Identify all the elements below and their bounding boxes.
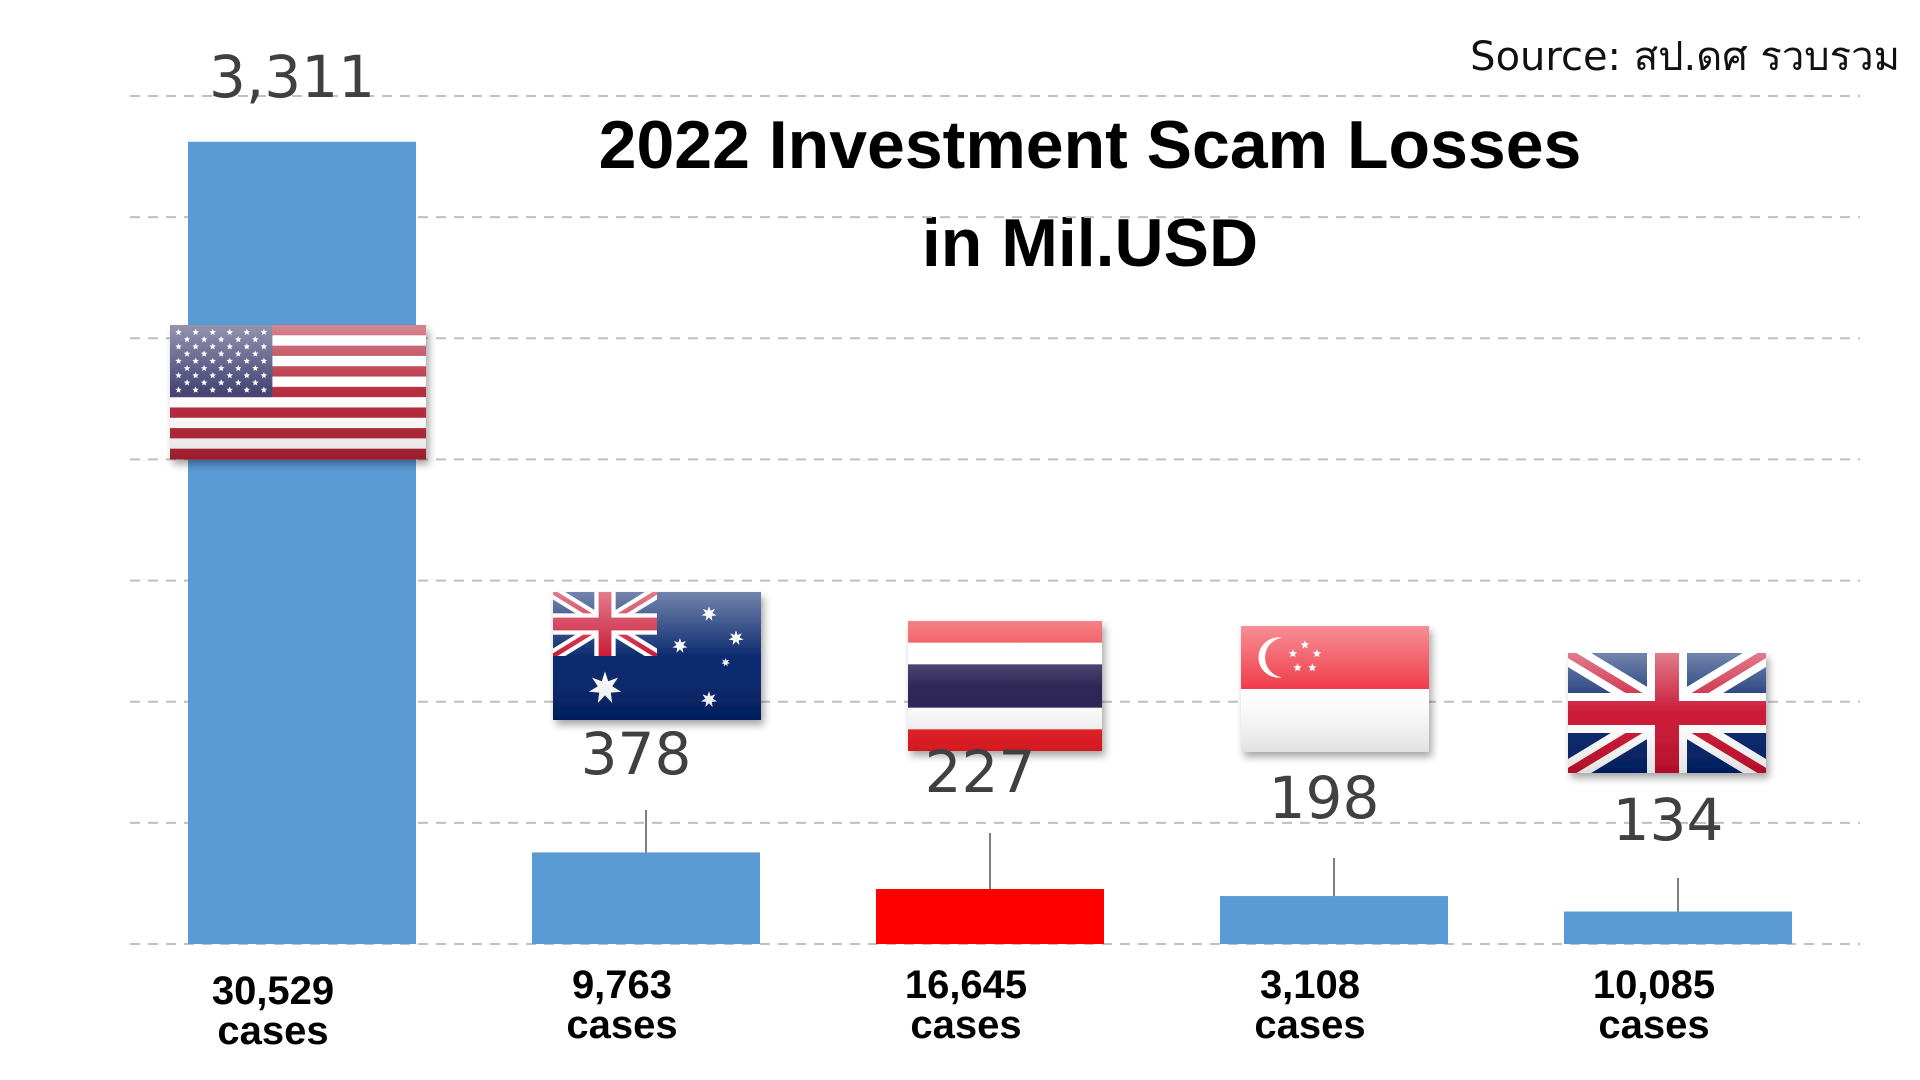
value-label: 378 (581, 720, 692, 788)
cases-label: 9,763 (572, 963, 672, 1007)
value-label: 198 (1269, 764, 1380, 832)
value-label: 227 (925, 738, 1036, 806)
value-label: 134 (1613, 786, 1724, 854)
source-note: Source: สป.ดศ รวบรวม (1470, 34, 1900, 80)
cases-label: cases (217, 1009, 328, 1053)
bar (1564, 911, 1792, 944)
cases-label: cases (1254, 1003, 1365, 1047)
cases-label: 16,645 (905, 963, 1027, 1007)
uk-flag-icon (1568, 653, 1766, 773)
us-flag-icon (170, 325, 426, 460)
bar (532, 852, 760, 944)
cases-label: cases (1598, 1003, 1709, 1047)
singapore-flag-icon (1241, 626, 1429, 752)
bar (188, 141, 416, 945)
bar (1220, 896, 1448, 944)
value-label: 3,311 (209, 43, 375, 111)
cases-label: 3,108 (1260, 963, 1360, 1007)
cases-label: cases (910, 1003, 1021, 1047)
cases-label: 10,085 (1593, 963, 1715, 1007)
bar (876, 889, 1104, 944)
thailand-flag-icon (908, 621, 1102, 751)
australia-flag-icon (553, 592, 761, 720)
cases-label: 30,529 (212, 969, 334, 1013)
chart-title-line: 2022 Investment Scam Losses (598, 107, 1582, 183)
cases-label: cases (566, 1003, 677, 1047)
